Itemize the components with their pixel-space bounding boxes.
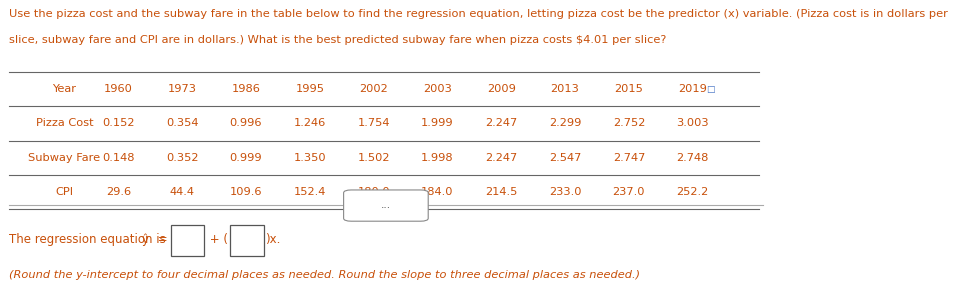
Text: 109.6: 109.6 [229, 187, 262, 197]
FancyBboxPatch shape [344, 190, 428, 221]
Text: 1.998: 1.998 [421, 152, 454, 163]
Text: 1973: 1973 [167, 84, 197, 94]
Text: 1.754: 1.754 [357, 119, 390, 128]
Text: 2009: 2009 [487, 84, 516, 94]
Text: 233.0: 233.0 [549, 187, 582, 197]
Text: 1.502: 1.502 [357, 152, 390, 163]
Text: 0.148: 0.148 [102, 152, 135, 163]
Text: Year: Year [52, 84, 76, 94]
Text: 180.0: 180.0 [357, 187, 390, 197]
Text: )x.: )x. [265, 234, 281, 246]
Text: 44.4: 44.4 [169, 187, 195, 197]
Text: 252.2: 252.2 [677, 187, 709, 197]
Text: 1995: 1995 [295, 84, 324, 94]
Text: 2.247: 2.247 [485, 152, 517, 163]
Text: 214.5: 214.5 [485, 187, 518, 197]
Text: 0.352: 0.352 [166, 152, 198, 163]
Text: 2.748: 2.748 [677, 152, 709, 163]
Text: + (: + ( [206, 234, 227, 246]
Text: □: □ [707, 85, 714, 94]
Text: 0.999: 0.999 [229, 152, 262, 163]
Text: 0.354: 0.354 [166, 119, 198, 128]
Text: 2013: 2013 [551, 84, 580, 94]
Text: 237.0: 237.0 [613, 187, 646, 197]
Text: ...: ... [380, 200, 391, 210]
Text: 1960: 1960 [104, 84, 133, 94]
Text: Subway Fare: Subway Fare [28, 152, 101, 163]
Text: (Round the y-intercept to four decimal places as needed. Round the slope to thre: (Round the y-intercept to four decimal p… [9, 270, 640, 280]
Text: ŷ: ŷ [141, 234, 148, 246]
Text: 2002: 2002 [359, 84, 388, 94]
Text: 152.4: 152.4 [293, 187, 326, 197]
FancyBboxPatch shape [170, 225, 204, 256]
Text: 2015: 2015 [615, 84, 644, 94]
Text: The regression equation is: The regression equation is [9, 234, 169, 246]
Text: 1.350: 1.350 [293, 152, 326, 163]
Text: 0.996: 0.996 [229, 119, 262, 128]
Text: 0.152: 0.152 [102, 119, 135, 128]
Text: Use the pizza cost and the subway fare in the table below to find the regression: Use the pizza cost and the subway fare i… [9, 9, 948, 19]
Text: 2.547: 2.547 [549, 152, 582, 163]
Text: slice, subway fare and CPI are in dollars.) What is the best predicted subway fa: slice, subway fare and CPI are in dollar… [9, 35, 666, 45]
Text: CPI: CPI [55, 187, 74, 197]
Text: 1.246: 1.246 [293, 119, 326, 128]
FancyBboxPatch shape [229, 225, 263, 256]
Text: =: = [154, 234, 171, 246]
Text: 2.247: 2.247 [485, 119, 517, 128]
Text: 2.747: 2.747 [613, 152, 645, 163]
Text: 2.299: 2.299 [549, 119, 582, 128]
Text: 29.6: 29.6 [106, 187, 131, 197]
Text: 2019: 2019 [679, 84, 708, 94]
Text: 3.003: 3.003 [677, 119, 710, 128]
Text: 2003: 2003 [423, 84, 452, 94]
Text: 184.0: 184.0 [421, 187, 454, 197]
Text: 1986: 1986 [231, 84, 260, 94]
Text: Pizza Cost: Pizza Cost [36, 119, 93, 128]
Text: 2.752: 2.752 [613, 119, 645, 128]
Text: 1.999: 1.999 [421, 119, 454, 128]
